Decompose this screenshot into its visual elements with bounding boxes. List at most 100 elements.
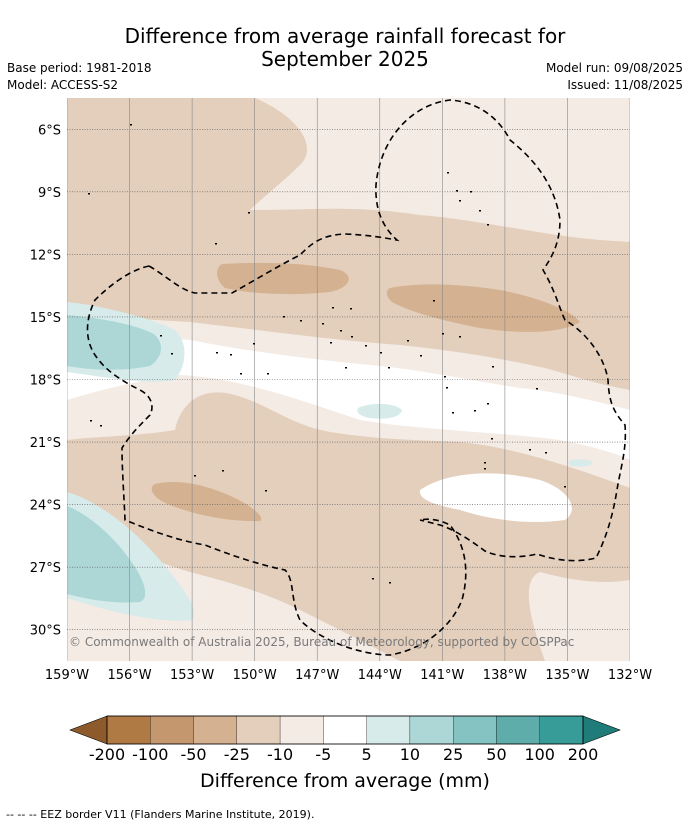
model-text: Model: ACCESS-S2 [7, 78, 119, 92]
colorbar-tick-label: -10 [267, 745, 294, 764]
map-title-line1: Difference from average rainfall forecas… [124, 24, 566, 48]
island-speck [529, 449, 531, 451]
lat-label: 15°S [30, 311, 61, 326]
island-speck [222, 470, 224, 472]
map-title-line2: September 2025 [261, 47, 429, 71]
island-speck [345, 367, 347, 369]
island-speck [442, 333, 444, 335]
lon-label: 138°W [483, 668, 527, 683]
island-speck [240, 373, 242, 375]
contour-medium-south [67, 392, 630, 661]
colorbar-tick-label: -5 [315, 745, 332, 764]
island-speck [100, 425, 102, 427]
island-speck [407, 340, 409, 342]
eez-border-central [86, 265, 467, 656]
island-speck [492, 366, 494, 368]
colorbar-bin [279, 715, 324, 745]
island-speck [330, 342, 332, 344]
island-speck [487, 403, 489, 405]
island-speck [484, 468, 486, 470]
colorbar-label: Difference from average (mm) [200, 770, 490, 792]
lat-label: 21°S [30, 436, 61, 451]
lon-label: 141°W [420, 668, 464, 683]
eez-footnote: -- -- -- EEZ border V11 (Flanders Marine… [6, 808, 315, 821]
colorbar-bin [323, 715, 367, 745]
colorbar-tick-label: 200 [567, 745, 599, 764]
colorbar-bin [236, 715, 281, 745]
island-speck [470, 191, 472, 193]
island-speck [372, 578, 374, 580]
colorbar-tick-label: 50 [486, 745, 507, 764]
island-speck [194, 475, 196, 477]
island-speck [456, 190, 458, 192]
base-period-text: Base period: 1981-2018 [7, 61, 152, 75]
lon-label: 150°W [233, 668, 277, 683]
island-speck [283, 316, 285, 318]
island-speck [265, 490, 267, 492]
island-speck [433, 300, 435, 302]
island-speck [564, 486, 566, 488]
island-speck [171, 353, 173, 355]
colorbar [69, 715, 621, 745]
island-speck [351, 336, 353, 338]
island-speck [459, 200, 461, 202]
colorbar-outline [106, 715, 584, 745]
lat-label: 18°S [30, 374, 61, 389]
island-speck [444, 376, 446, 378]
lat-label: 6°S [38, 123, 61, 138]
island-speck [484, 462, 486, 464]
contour-dark-patch-north-1 [217, 262, 349, 295]
island-speck [88, 193, 90, 195]
island-speck [536, 388, 538, 390]
lon-label: 147°W [295, 668, 339, 683]
colorbar-bin [539, 715, 584, 745]
island-speck [130, 124, 132, 126]
island-speck [300, 320, 302, 322]
island-speck [350, 308, 352, 310]
colorbar-bin [366, 715, 411, 745]
colorbar-tick-label: -50 [180, 745, 207, 764]
island-speck [230, 354, 232, 356]
longitude-labels: 159°W 156°W 153°W 150°W 147°W 144°W 141°W 138°W… [45, 668, 652, 683]
lat-label: 24°S [30, 499, 61, 514]
island-speck [459, 336, 461, 338]
lat-label: 27°S [30, 561, 61, 576]
island-speck [253, 343, 255, 345]
colorbar-tick-label: -25 [223, 745, 250, 764]
island-speck [380, 352, 382, 354]
island-speck [446, 387, 448, 389]
colorbar-bin [193, 715, 237, 745]
colorbar-extend-high [582, 715, 621, 745]
lon-label: 144°W [358, 668, 402, 683]
island-speck [332, 307, 334, 309]
lon-label: 132°W [608, 668, 652, 683]
contour-wet-patch-east [568, 459, 593, 467]
island-speck [420, 355, 422, 357]
latitude-labels: 6°S 9°S 12°S 15°S 18°S 21°S 24°S 27°S 30°S [30, 123, 61, 638]
lat-label: 9°S [38, 186, 61, 201]
island-speck [90, 420, 92, 422]
lon-label: 135°W [545, 668, 589, 683]
contour-white-hole-south [419, 473, 572, 522]
island-speck [474, 410, 476, 412]
contour-wet-southwest [67, 506, 146, 603]
colorbar-bin [496, 715, 540, 745]
model-run-text: Model run: 09/08/2025 [545, 61, 683, 75]
graticule [67, 98, 630, 661]
island-speck [248, 212, 250, 214]
lon-label: 153°W [170, 668, 214, 683]
lon-label: 159°W [45, 668, 89, 683]
colorbar-tick-label: -200 [88, 745, 126, 764]
island-speck [479, 210, 481, 212]
contour-dark-patch-north-2 [386, 284, 580, 332]
island-speck [487, 224, 489, 226]
colorbar-tick-label: 10 [399, 745, 421, 764]
island-speck [389, 582, 391, 584]
island-speck [322, 323, 324, 325]
map-area [67, 98, 630, 661]
colorbar-bin [453, 715, 497, 745]
island-speck [160, 335, 162, 337]
island-speck [491, 438, 493, 440]
island-speck [215, 243, 217, 245]
island-speck [365, 345, 367, 347]
